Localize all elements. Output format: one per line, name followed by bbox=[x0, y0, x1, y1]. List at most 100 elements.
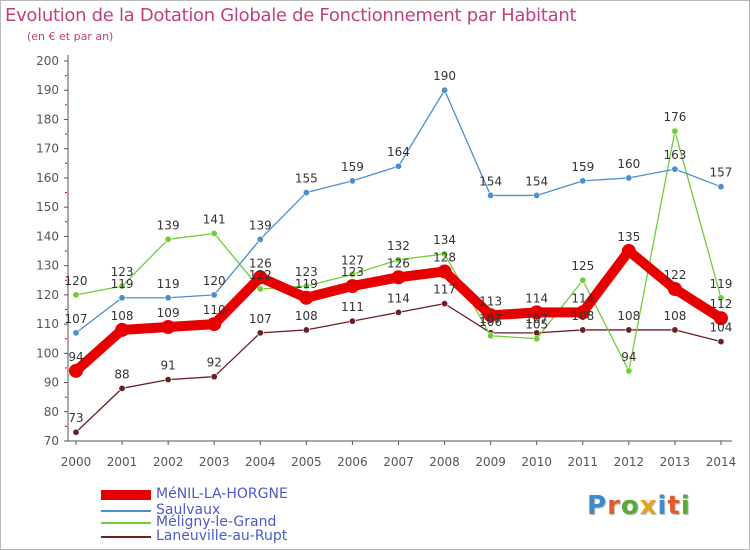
data-point-meligny bbox=[625, 367, 633, 375]
data-point-meligny bbox=[256, 285, 264, 293]
data-label-menil: 128 bbox=[433, 250, 456, 264]
data-point-meligny bbox=[579, 276, 587, 284]
data-label-meligny: 123 bbox=[111, 265, 134, 279]
y-tick-label: 200 bbox=[36, 54, 59, 68]
data-label-saulvaux: 163 bbox=[663, 148, 686, 162]
data-point-saulvaux bbox=[256, 235, 264, 243]
data-label-meligny: 105 bbox=[525, 318, 548, 332]
data-label-saulvaux: 154 bbox=[525, 174, 548, 188]
data-point-saulvaux bbox=[717, 183, 725, 191]
y-tick-label: 110 bbox=[36, 317, 59, 331]
y-tick-label: 90 bbox=[44, 376, 59, 390]
data-label-menil: 122 bbox=[663, 268, 686, 282]
y-tick-label: 80 bbox=[44, 405, 59, 419]
data-point-menil bbox=[575, 305, 590, 320]
data-point-laneuville bbox=[394, 308, 402, 316]
data-point-saulvaux bbox=[394, 162, 402, 170]
data-label-menil: 126 bbox=[249, 256, 272, 270]
y-tick-label: 120 bbox=[36, 288, 59, 302]
data-label-meligny: 94 bbox=[621, 350, 636, 364]
data-point-saulvaux bbox=[671, 165, 679, 173]
data-label-laneuville: 114 bbox=[387, 291, 410, 305]
data-point-laneuville bbox=[164, 376, 172, 384]
data-label-saulvaux: 190 bbox=[433, 69, 456, 83]
data-label-meligny: 119 bbox=[710, 277, 733, 291]
x-tick-label: 2004 bbox=[245, 455, 276, 469]
y-tick-label: 100 bbox=[36, 346, 59, 360]
data-label-saulvaux: 120 bbox=[203, 274, 226, 288]
data-label-meligny: 125 bbox=[571, 259, 594, 273]
data-point-laneuville bbox=[441, 300, 449, 308]
data-point-meligny bbox=[717, 294, 725, 302]
data-point-saulvaux bbox=[164, 294, 172, 302]
data-point-meligny bbox=[348, 270, 356, 278]
data-point-meligny bbox=[487, 332, 495, 340]
data-label-saulvaux: 154 bbox=[479, 174, 502, 188]
data-point-menil bbox=[713, 311, 728, 326]
data-label-saulvaux: 119 bbox=[111, 277, 134, 291]
data-point-meligny bbox=[441, 250, 449, 258]
data-label-laneuville: 107 bbox=[249, 312, 272, 326]
data-label-saulvaux: 157 bbox=[710, 166, 733, 180]
data-point-laneuville bbox=[625, 326, 633, 334]
y-tick-label: 170 bbox=[36, 142, 59, 156]
x-tick-label: 2014 bbox=[706, 455, 737, 469]
data-label-menil: 114 bbox=[525, 291, 548, 305]
data-label-menil: 108 bbox=[111, 309, 134, 323]
data-point-saulvaux bbox=[118, 294, 126, 302]
chart-title: Evolution de la Dotation Globale de Fonc… bbox=[5, 5, 577, 26]
data-label-meligny: 176 bbox=[663, 110, 686, 124]
data-point-menil bbox=[69, 363, 83, 378]
data-point-saulvaux bbox=[625, 174, 633, 182]
data-point-meligny bbox=[394, 256, 402, 264]
legend-swatch-meligny bbox=[101, 522, 151, 524]
data-label-meligny: 134 bbox=[433, 233, 456, 247]
legend-label-laneuville: Laneuville-au-Rupt bbox=[156, 528, 288, 544]
data-label-menil: 113 bbox=[479, 294, 502, 308]
x-tick-label: 2010 bbox=[521, 455, 552, 469]
data-point-laneuville bbox=[118, 384, 126, 392]
logo-letter: i bbox=[657, 491, 668, 521]
data-label-saulvaux: 160 bbox=[617, 157, 640, 171]
data-point-menil bbox=[529, 305, 544, 320]
data-point-laneuville bbox=[671, 326, 679, 334]
data-label-saulvaux: 119 bbox=[157, 277, 180, 291]
data-point-meligny bbox=[533, 335, 541, 343]
data-label-meligny: 123 bbox=[295, 265, 318, 279]
data-point-meligny bbox=[671, 127, 679, 135]
data-point-menil bbox=[621, 244, 636, 258]
x-tick-label: 2009 bbox=[475, 455, 506, 469]
data-label-saulvaux: 155 bbox=[295, 172, 318, 186]
data-label-menil: 123 bbox=[341, 265, 364, 279]
y-tick-label: 180 bbox=[36, 112, 59, 126]
data-label-laneuville: 108 bbox=[663, 309, 686, 323]
data-point-saulvaux bbox=[533, 191, 541, 199]
logo-letter: r bbox=[607, 491, 621, 521]
x-tick-label: 2012 bbox=[614, 455, 645, 469]
x-tick-label: 2002 bbox=[153, 455, 184, 469]
data-label-meligny: 120 bbox=[65, 274, 88, 288]
data-label-menil: 109 bbox=[157, 306, 180, 320]
data-label-laneuville: 111 bbox=[341, 300, 364, 314]
data-point-menil bbox=[253, 270, 268, 285]
logo-letter: P bbox=[587, 491, 608, 521]
data-point-laneuville bbox=[348, 317, 356, 325]
x-tick-label: 2007 bbox=[383, 455, 414, 469]
y-tick-label: 190 bbox=[36, 83, 59, 97]
data-label-meligny: 139 bbox=[157, 218, 180, 232]
data-point-laneuville bbox=[302, 326, 310, 334]
data-point-saulvaux bbox=[210, 291, 218, 299]
y-tick-label: 130 bbox=[36, 259, 59, 273]
legend-swatch-saulvaux bbox=[101, 510, 151, 512]
y-tick-label: 140 bbox=[36, 229, 59, 243]
x-tick-label: 2005 bbox=[291, 455, 322, 469]
legend-swatch-laneuville bbox=[101, 536, 151, 538]
y-tick-label: 150 bbox=[36, 200, 59, 214]
data-point-menil bbox=[391, 270, 406, 285]
data-label-laneuville: 88 bbox=[114, 367, 129, 381]
data-point-meligny bbox=[118, 282, 126, 290]
data-point-menil bbox=[299, 290, 314, 305]
proxiti-logo: Proxiti bbox=[587, 491, 691, 521]
data-point-laneuville bbox=[717, 338, 725, 346]
